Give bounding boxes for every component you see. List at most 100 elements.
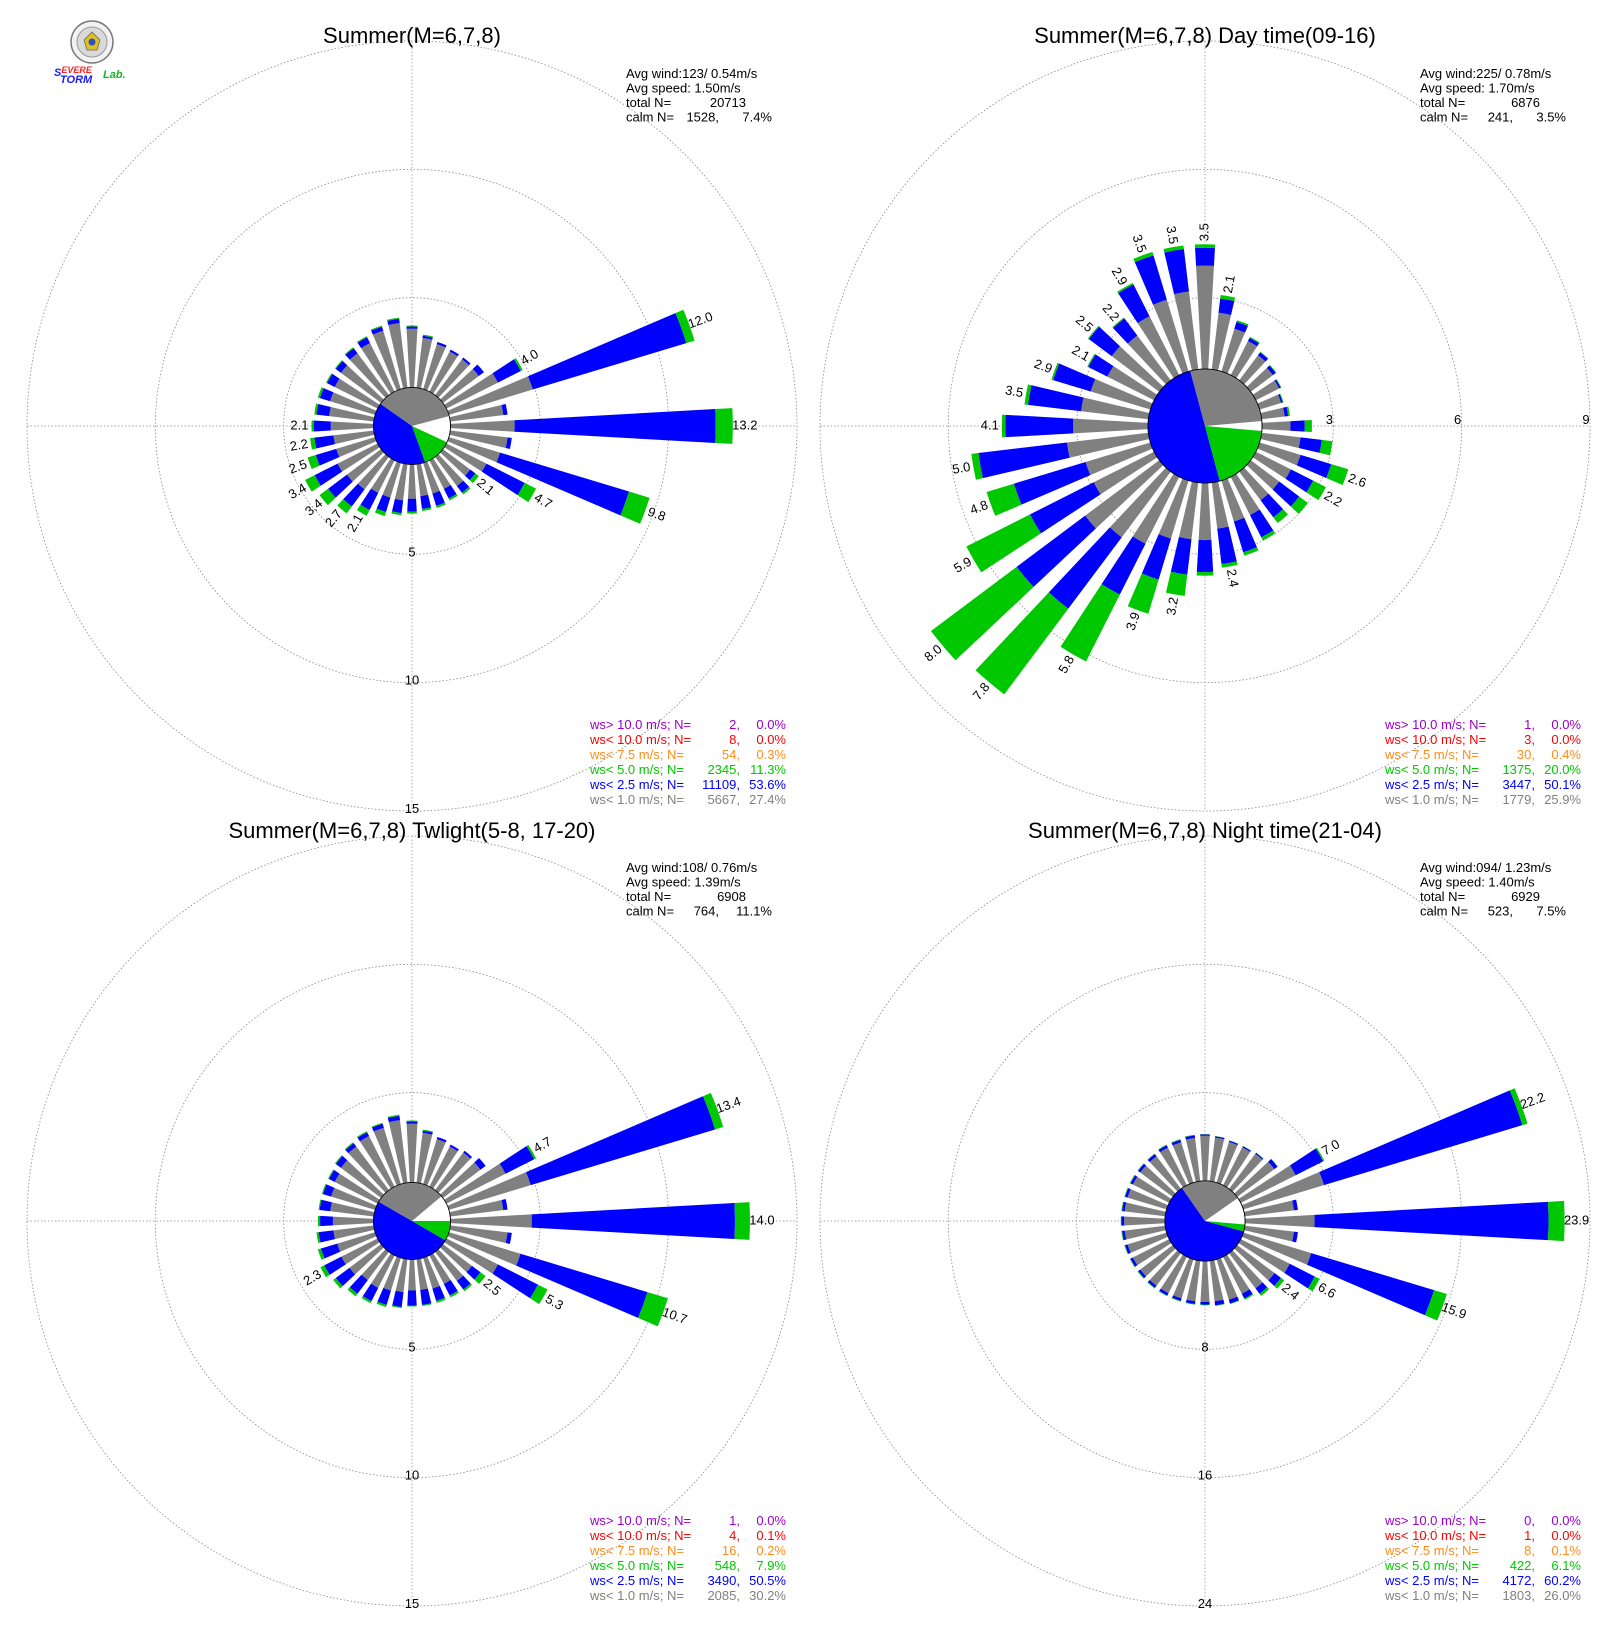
- bar-segment-lt5: [1286, 406, 1290, 417]
- legend-label: ws< 5.0 m/s; N=: [589, 762, 684, 777]
- bar-segment-lt5: [675, 309, 695, 344]
- bar-segment-lt25: [328, 474, 353, 498]
- bar-segment-lt25: [436, 342, 447, 348]
- bar-segment-lt1: [1244, 1225, 1294, 1242]
- stats-value: 1528,: [686, 110, 719, 125]
- bar-segment-lt1: [447, 1172, 531, 1210]
- bar-segment-lt1: [1107, 366, 1158, 401]
- bar-segment-lt25: [327, 373, 340, 387]
- ring-tick-label: 16: [1198, 1468, 1212, 1483]
- direction-bar: [337, 454, 389, 514]
- bar-segment-lt25: [436, 1137, 447, 1143]
- bar-segment-lt25: [1268, 1158, 1278, 1170]
- direction-bar: [1252, 451, 1326, 501]
- stats-line: total N=: [1420, 95, 1465, 110]
- legend-percent: 0.0%: [1551, 717, 1581, 732]
- bar-segment-lt5: [327, 1169, 335, 1180]
- bar-segment-lt5: [1290, 496, 1308, 514]
- bar-segment-lt25: [1088, 326, 1121, 357]
- bar-segment-lt25: [1171, 1139, 1182, 1146]
- bar-segment-lt25: [343, 483, 365, 507]
- direction-bar: [1024, 384, 1150, 420]
- direction-bar: [416, 334, 434, 389]
- bar-segment-lt5: [376, 1301, 387, 1307]
- bar-segment-lt25: [313, 420, 331, 432]
- bar-segment-lt1: [1245, 1214, 1315, 1228]
- bar-segment-lt1: [416, 1258, 428, 1291]
- direction-bar: [376, 1256, 401, 1307]
- bar-segment-lt5: [1424, 1290, 1447, 1321]
- stats-line: Avg wind:108/ 0.76m/s: [626, 860, 758, 875]
- bar-segment-lt1: [348, 1146, 389, 1193]
- legend-count: 8,: [729, 732, 740, 747]
- direction-bar: [1252, 379, 1282, 401]
- direction-bar: [407, 1259, 417, 1307]
- bar-value-label: 2.5: [287, 456, 309, 476]
- bar-segment-lt5: [370, 325, 383, 331]
- direction-bar: [317, 1215, 374, 1227]
- bar-segment-lt1: [1198, 482, 1212, 541]
- bar-segment-lt25: [1241, 1289, 1253, 1299]
- bar-segment-lt1: [382, 461, 401, 498]
- direction-bar: [318, 1199, 375, 1217]
- bar-segment-lt1: [447, 437, 501, 463]
- stats-line: total N=: [626, 889, 671, 904]
- pie-slice-lt25: [1164, 1188, 1244, 1262]
- direction-bar: [930, 460, 1164, 661]
- bar-value-label: 2.3: [301, 1266, 324, 1288]
- bar-segment-lt25: [1266, 365, 1276, 376]
- bar-segment-lt5: [436, 1297, 446, 1303]
- direction-bar: [387, 317, 408, 389]
- bar-segment-lt1: [1252, 380, 1280, 401]
- bar-segment-lt5: [1229, 1300, 1240, 1305]
- bar-segment-lt1: [423, 1256, 440, 1289]
- direction-bar: [371, 1122, 401, 1186]
- bar-segment-lt25: [1088, 354, 1114, 377]
- bar-segment-lt5: [1243, 547, 1259, 556]
- pie-slice-lt25: [1147, 370, 1220, 484]
- legend-label: ws> 10.0 m/s; N=: [589, 717, 691, 732]
- bar-segment-lt5: [1163, 245, 1184, 253]
- bar-segment-lt5: [321, 1183, 327, 1195]
- bar-segment-lt5: [930, 566, 1034, 661]
- stats-value: 6908: [717, 889, 746, 904]
- bar-value-label: 2.4: [1224, 568, 1242, 588]
- pie-slice-lt1: [380, 387, 450, 426]
- bar-segment-lt5: [1147, 1153, 1155, 1161]
- logo-lettering: SEVERE: [54, 65, 93, 79]
- bar-segment-lt25: [1234, 321, 1248, 333]
- legend-percent: 6.1%: [1551, 1558, 1581, 1573]
- bar-segment-lt25: [492, 359, 521, 383]
- bar-segment-lt1: [1124, 1225, 1166, 1240]
- bar-segment-lt1: [423, 461, 440, 494]
- bar-value-label: 8.0: [921, 641, 944, 664]
- legend-count: 3,: [1524, 732, 1535, 747]
- bar-segment-lt5: [1244, 1293, 1254, 1300]
- direction-bar: [435, 1249, 473, 1292]
- direction-bar: [1158, 1144, 1187, 1188]
- direction-bar: [971, 432, 1150, 480]
- bar-segment-lt1: [1252, 451, 1291, 479]
- logo-lettering-2: TORM: [60, 74, 93, 86]
- bar-segment-lt1: [1066, 432, 1150, 458]
- bar-value-label: 3.5: [1163, 225, 1181, 245]
- bar-segment-lt5: [1273, 509, 1288, 524]
- bar-segment-lt1: [1223, 1254, 1250, 1294]
- legend-count: 1,: [1524, 717, 1535, 732]
- bar-segment-lt1: [373, 1127, 401, 1186]
- bar-segment-lt5: [1259, 1287, 1270, 1296]
- direction-bar: [1133, 251, 1189, 374]
- direction-bar: [1185, 1260, 1201, 1305]
- bar-segment-lt1: [1234, 1245, 1275, 1281]
- bar-segment-lt25: [1122, 1201, 1127, 1212]
- bar-segment-lt25: [349, 1274, 368, 1294]
- bar-segment-lt1: [349, 353, 389, 398]
- pie-slice-lt1: [378, 1182, 442, 1221]
- grid-ring: [26, 835, 798, 1607]
- bar-segment-lt5: [469, 473, 479, 484]
- bar-segment-lt1: [388, 322, 408, 389]
- direction-bar: [391, 1258, 408, 1309]
- bar-segment-lt5: [356, 504, 370, 516]
- direction-bar: [1229, 1250, 1270, 1296]
- bar-value-label: 5.8: [1055, 653, 1077, 676]
